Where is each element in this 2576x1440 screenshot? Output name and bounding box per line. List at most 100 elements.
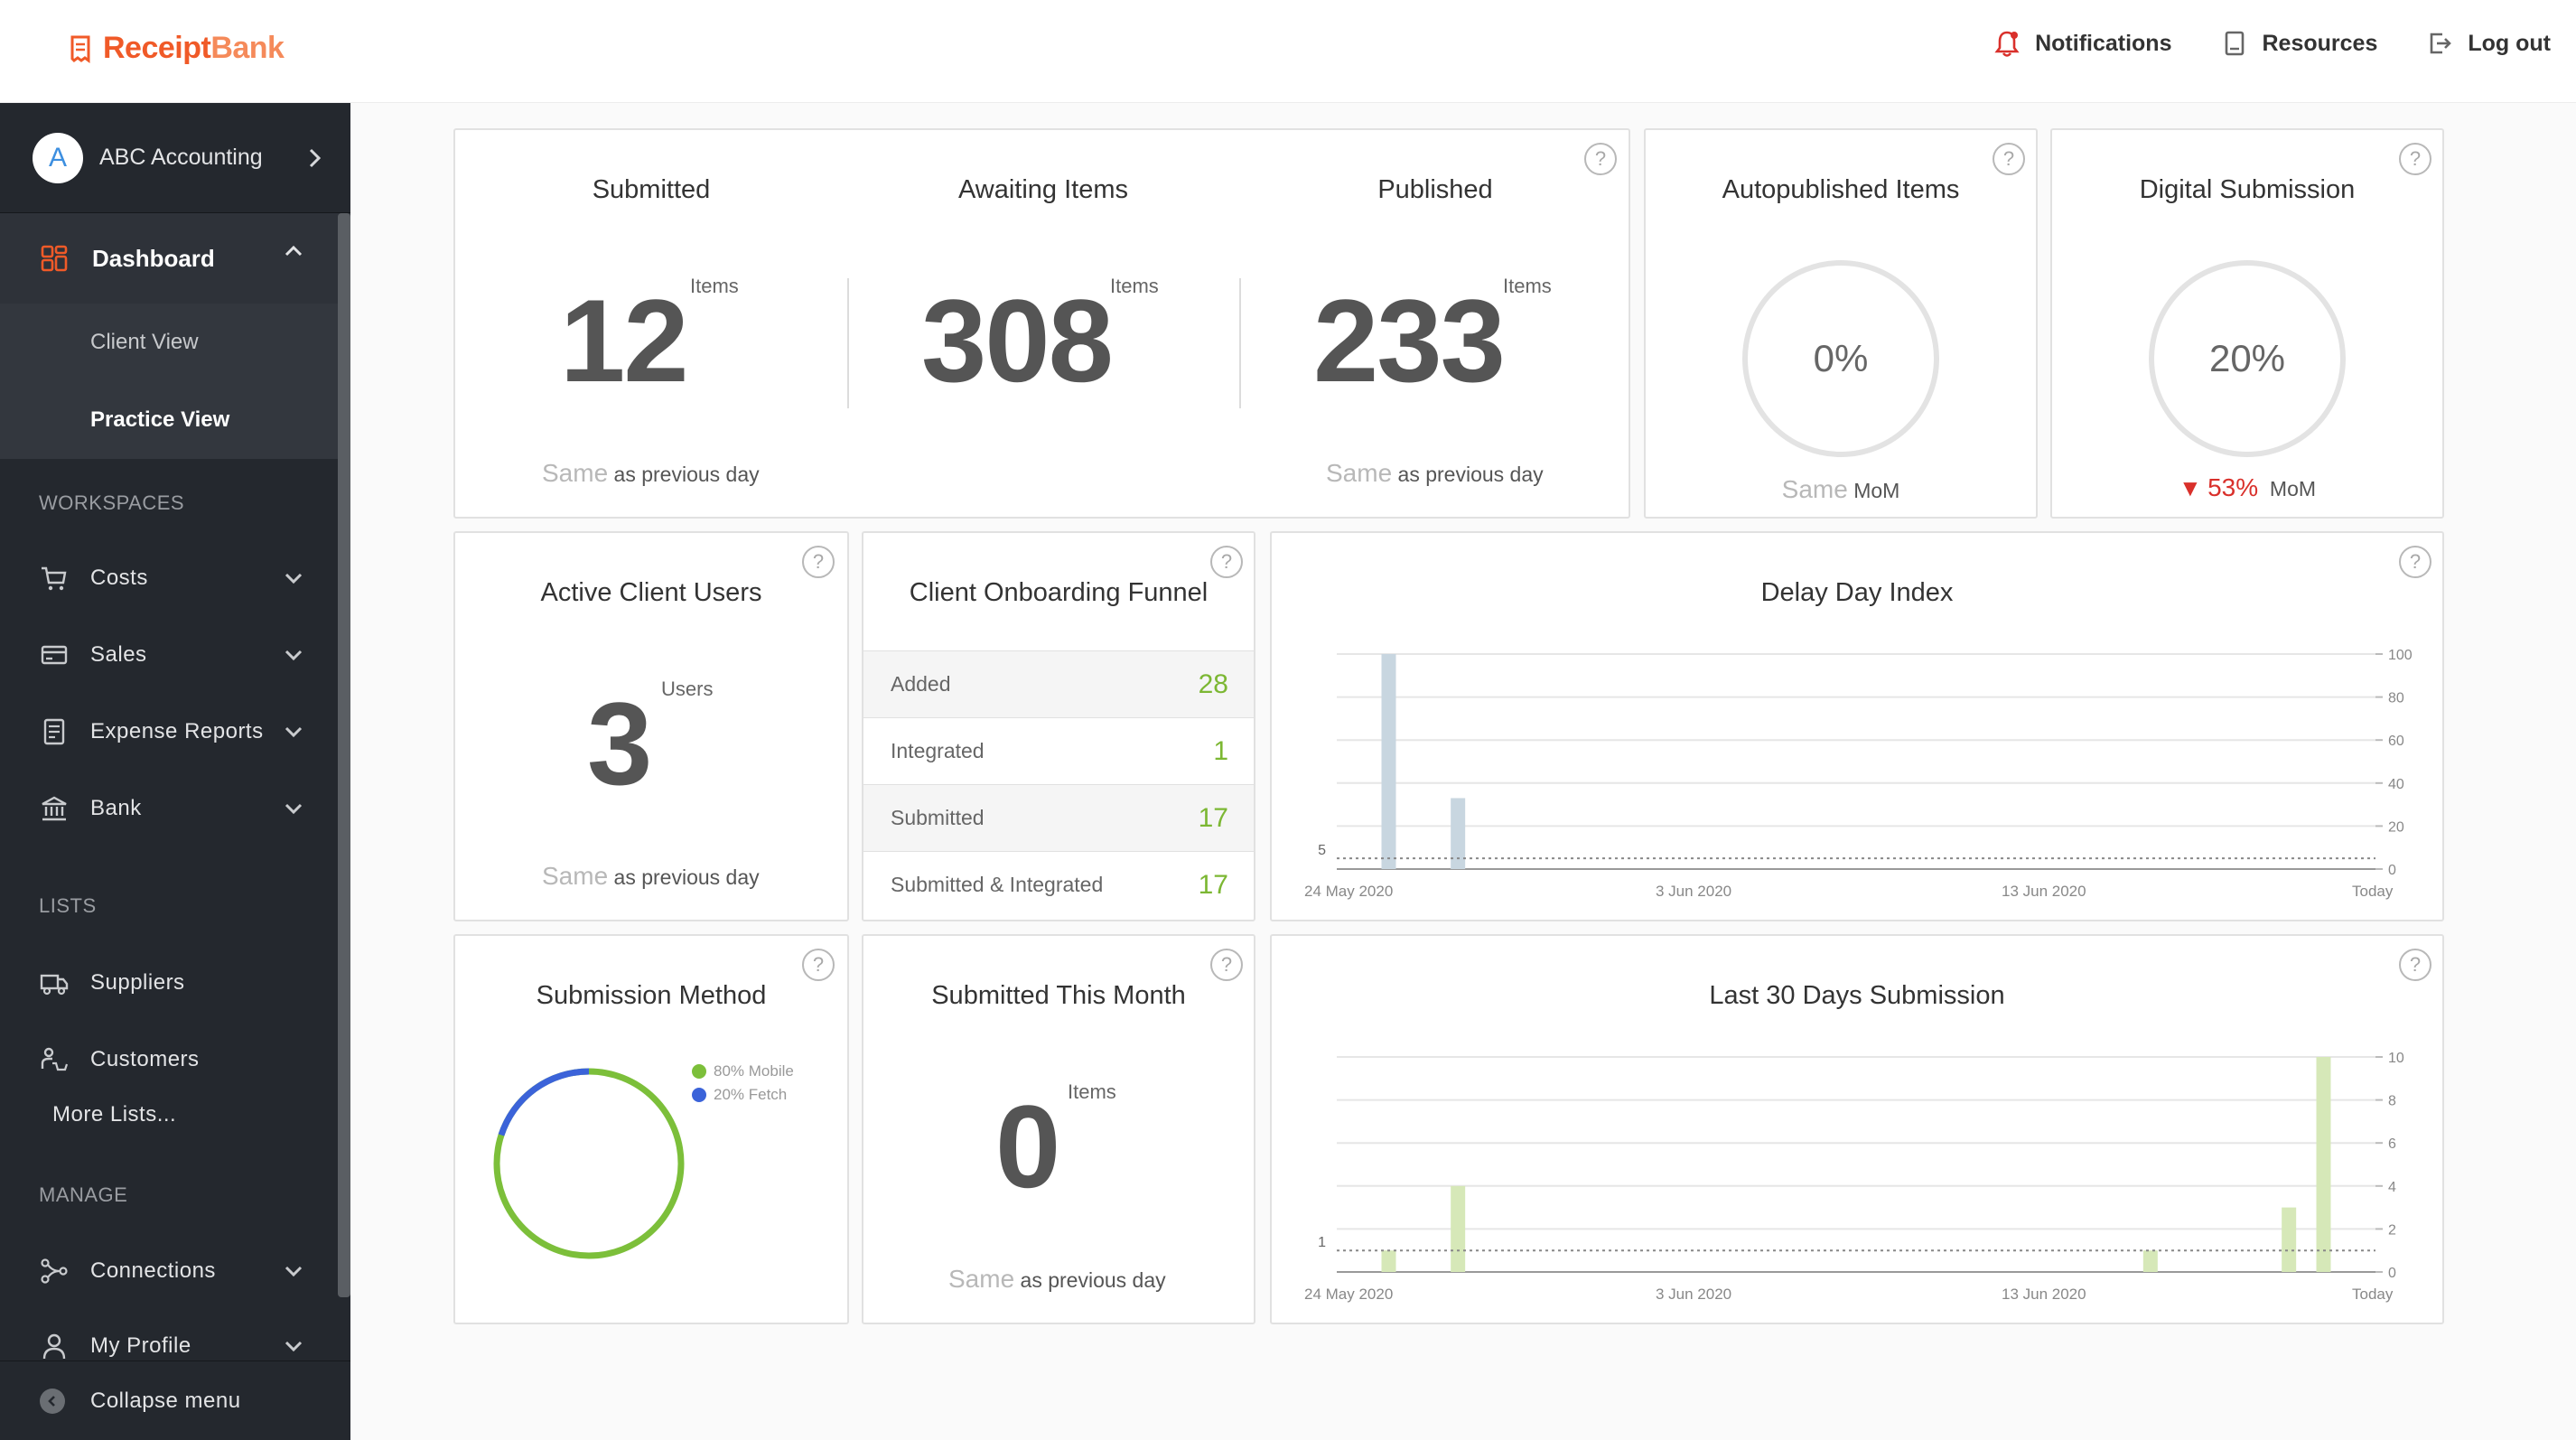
active-users-title: Active Client Users	[540, 578, 762, 607]
receiptbank-logo[interactable]: Receipt Bank	[69, 31, 285, 66]
submission-method-donut	[493, 1068, 685, 1259]
collapse-menu-label: Collapse menu	[90, 1388, 241, 1413]
help-icon[interactable]: ?	[2399, 949, 2431, 981]
submission-method-card: ? Submission Method 80% Mobile 20% Fetch	[453, 934, 849, 1324]
x-tick-label: 24 May 2020	[1304, 883, 1393, 900]
top-bar: Receipt Bank Notifications Resources L	[0, 0, 2576, 103]
help-icon[interactable]: ?	[2399, 546, 2431, 578]
digital-value: 20%	[2208, 337, 2286, 379]
sidebar-item-client-view[interactable]: Client View	[0, 304, 338, 381]
y-tick-label: 4	[2388, 1180, 2396, 1195]
help-icon[interactable]: ?	[1210, 949, 1243, 981]
funnel-row-submitted: Submitted 17	[863, 784, 1254, 851]
help-icon[interactable]: ?	[2399, 143, 2431, 175]
digital-ring: 20%	[2149, 260, 2346, 457]
funnel-title: Client Onboarding Funnel	[909, 578, 1209, 607]
cart-icon	[42, 566, 67, 591]
collapse-chevron-icon	[40, 1388, 65, 1414]
sidebar-item-sales[interactable]: Sales	[0, 628, 338, 682]
sidebar-scrollbar[interactable]	[338, 213, 350, 1297]
dashboard-label: Dashboard	[92, 244, 215, 272]
y-tick-label: 0	[2388, 1266, 2396, 1281]
costs-label: Costs	[90, 566, 148, 590]
customers-label: Customers	[90, 1047, 200, 1071]
awaiting-unit: Items	[1110, 275, 1159, 297]
help-icon[interactable]: ?	[1584, 143, 1617, 175]
chevron-up-icon	[285, 245, 303, 257]
last30-chart-title: Last 30 Days Submission	[1709, 981, 2005, 1010]
sidebar-item-dashboard[interactable]: Dashboard	[0, 213, 350, 304]
reference-line-label: 5	[1318, 843, 1326, 858]
resources-link[interactable]: Resources	[2221, 29, 2378, 58]
notifications-label: Notifications	[2035, 30, 2172, 56]
sidebar-item-costs[interactable]: Costs	[0, 551, 338, 605]
truck-icon	[40, 974, 69, 996]
legend-mobile: 80% Mobile	[692, 1062, 794, 1080]
divider	[847, 278, 849, 408]
published-title: Published	[1377, 175, 1493, 204]
logo-text-bank: Bank	[210, 31, 285, 65]
chart-bar	[1381, 654, 1396, 869]
sidebar-item-bank[interactable]: Bank	[0, 781, 338, 836]
chart-bar	[2316, 1057, 2331, 1272]
sidebar-item-connections[interactable]: Connections	[0, 1244, 338, 1298]
sidebar-item-more-lists[interactable]: More Lists...	[52, 1102, 177, 1127]
sidebar-item-customers[interactable]: Customers	[0, 1033, 338, 1087]
divider	[1239, 278, 1241, 408]
account-switcher[interactable]: A ABC Accounting	[0, 103, 350, 213]
x-tick-label: 13 Jun 2020	[2002, 1286, 2086, 1303]
sidebar-item-suppliers[interactable]: Suppliers	[0, 956, 338, 1010]
x-tick-label: 13 Jun 2020	[2002, 883, 2086, 900]
help-icon[interactable]: ?	[1210, 546, 1243, 578]
y-tick-label: 100	[2388, 648, 2413, 663]
account-avatar: A	[33, 132, 83, 183]
submitted-comparison: Same as previous day	[542, 459, 760, 487]
onboarding-funnel-card: ? Client Onboarding Funnel Added 28 Integ…	[862, 531, 1255, 921]
autopublished-comparison: Same MoM	[1781, 475, 1900, 503]
delay-chart-title: Delay Day Index	[1760, 578, 1954, 607]
chart-bar	[2142, 1250, 2158, 1272]
awaiting-title: Awaiting Items	[957, 175, 1129, 204]
workspaces-header: WORKSPACES	[39, 491, 185, 514]
notifications-link[interactable]: Notifications	[1993, 29, 2172, 58]
autopublished-value: 0%	[1813, 337, 1869, 379]
this-month-title: Submitted This Month	[931, 981, 1186, 1010]
logout-link[interactable]: Log out	[2426, 29, 2551, 58]
help-icon[interactable]: ?	[802, 949, 835, 981]
sidebar-item-practice-view[interactable]: Practice View	[0, 381, 338, 459]
x-tick-label: Today	[2352, 1286, 2394, 1303]
sidebar: A ABC Accounting Dashboard Client View P…	[0, 103, 350, 1440]
chart-bar	[2282, 1207, 2297, 1272]
active-users-unit: Users	[661, 678, 714, 700]
logout-icon	[2431, 33, 2452, 54]
y-tick-label: 40	[2388, 777, 2404, 792]
y-tick-label: 80	[2388, 691, 2404, 706]
sidebar-item-expense-reports[interactable]: Expense Reports	[0, 705, 338, 759]
book-icon	[2225, 31, 2244, 56]
digital-comparison: ▼ 53% MoM	[2178, 473, 2317, 501]
sidebar-item-my-profile[interactable]: My Profile	[0, 1319, 338, 1373]
collapse-menu-button[interactable]: Collapse menu	[0, 1361, 350, 1440]
digital-submission-card: ? Digital Submission 20% ▼ 53% MoM	[2050, 128, 2444, 519]
funnel-row-added: Added 28	[863, 650, 1254, 717]
bank-icon	[42, 796, 67, 821]
resources-label: Resources	[2262, 30, 2378, 56]
chart-bar	[1381, 1250, 1396, 1272]
help-icon[interactable]: ?	[1993, 143, 2025, 175]
autopublished-ring: 0%	[1742, 260, 1939, 457]
connections-label: Connections	[90, 1258, 216, 1283]
chevron-right-icon	[309, 148, 322, 168]
active-users-comparison: Same as previous day	[542, 862, 760, 890]
submitted-title: Submitted	[592, 175, 711, 204]
this-month-value: 0	[995, 1080, 1060, 1212]
card-icon	[41, 645, 68, 665]
last-30-days-card: ? Last 30 Days Submission 0 2 4 6 8 10 1 24 May…	[1270, 934, 2444, 1324]
y-tick-label: 8	[2388, 1094, 2396, 1109]
autopublished-title: Autopublished Items	[1722, 175, 1960, 204]
x-tick-label: 24 May 2020	[1304, 1286, 1393, 1303]
delay-day-index-card: ? Delay Day Index 0 20 40 60 80 100 5 24 May 20…	[1270, 531, 2444, 921]
y-tick-label: 6	[2388, 1136, 2396, 1152]
help-icon[interactable]: ?	[802, 546, 835, 578]
account-name: ABC Accounting	[99, 145, 263, 170]
submission-method-title: Submission Method	[536, 981, 767, 1010]
